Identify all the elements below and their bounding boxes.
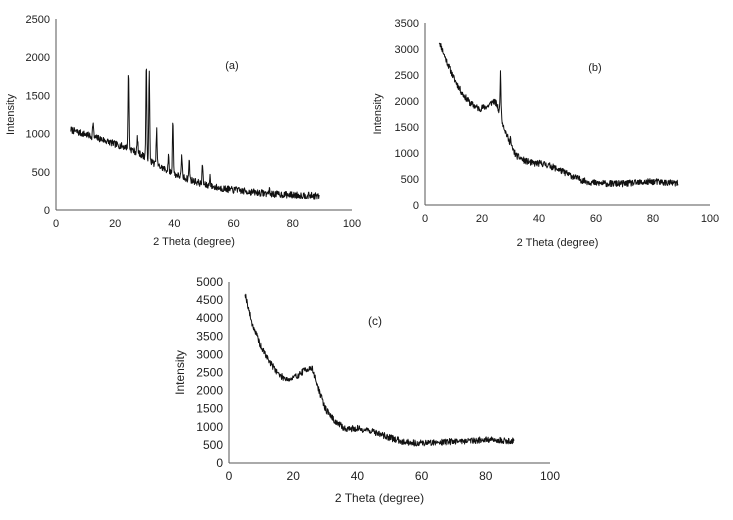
y-axis-label-b: Intensity: [372, 93, 384, 134]
x-tick-label-b: 40: [533, 213, 545, 225]
y-tick-label-c: 2500: [196, 366, 223, 380]
x-tick-label-c: 20: [287, 469, 301, 483]
xrd-series-line-b: [439, 43, 678, 187]
panel-label-c: (c): [368, 314, 382, 328]
x-tick-label-a: 100: [343, 218, 361, 230]
y-tick-label-b: 500: [401, 174, 419, 186]
y-tick-label-a: 0: [44, 205, 50, 217]
x-tick-label-a: 40: [168, 218, 180, 230]
y-tick-label-c: 2000: [196, 384, 223, 398]
x-axis-label-a: 2 Theta (degree): [153, 236, 235, 248]
y-axis-label-a: Intensity: [5, 94, 17, 135]
y-tick-label-b: 3000: [395, 44, 419, 56]
x-tick-label-a: 0: [53, 218, 59, 230]
panel-label-b: (b): [588, 62, 601, 74]
y-tick-label-b: 2000: [395, 96, 419, 108]
y-tick-label-a: 1000: [26, 129, 50, 141]
x-tick-label-a: 60: [227, 218, 239, 230]
y-tick-label-c: 3000: [196, 347, 223, 361]
x-tick-label-c: 100: [540, 469, 560, 483]
x-tick-label-b: 20: [476, 213, 488, 225]
chart-c-svg: 0500100015002000250030003500400045005000…: [170, 265, 570, 515]
y-tick-label-b: 1000: [395, 148, 419, 160]
x-tick-label-b: 0: [422, 213, 428, 225]
y-tick-label-a: 1500: [26, 90, 50, 102]
chart-b-svg: 0 500 1000 1500 2000 2500 3000 3500 0 20 40 60 80 100…: [368, 0, 733, 255]
y-axis-label-c: Intensity: [173, 350, 187, 395]
y-tick-label-c: 4000: [196, 311, 223, 325]
chart-a-svg: 0 500 1000 1500 2000 2500 0 20 40 60 80 100 2 Theta …: [0, 0, 370, 250]
x-tick-label-c: 0: [226, 469, 233, 483]
chart-panel-b: 0 500 1000 1500 2000 2500 3000 3500 0 20 40 60 80 100…: [368, 0, 733, 255]
y-tick-label-a: 500: [32, 167, 50, 179]
panel-label-a: (a): [225, 60, 238, 72]
y-tick-label-c: 1500: [196, 402, 223, 416]
x-tick-label-c: 40: [351, 469, 365, 483]
y-tick-label-a: 2500: [26, 14, 50, 26]
x-tick-label-b: 60: [590, 213, 602, 225]
xrd-series-line-a: [71, 69, 319, 199]
x-tick-label-c: 80: [479, 469, 493, 483]
y-tick-label-c: 5000: [196, 275, 223, 289]
x-axis-label-c: 2 Theta (degree): [335, 491, 424, 505]
y-tick-label-b: 3500: [395, 18, 419, 30]
y-tick-label-a: 2000: [26, 52, 50, 64]
y-tick-label-c: 4500: [196, 293, 223, 307]
y-tick-label-c: 3500: [196, 329, 223, 343]
x-tick-label-a: 20: [109, 218, 121, 230]
y-tick-label-c: 500: [203, 438, 223, 452]
x-tick-label-c: 60: [415, 469, 429, 483]
x-tick-label-b: 100: [701, 213, 719, 225]
y-tick-label-c: 1000: [196, 420, 223, 434]
y-tick-label-b: 0: [413, 200, 419, 212]
chart-panel-a: 0 500 1000 1500 2000 2500 0 20 40 60 80 100 2 Theta …: [0, 0, 370, 250]
x-tick-label-a: 80: [287, 218, 299, 230]
y-tick-label-b: 1500: [395, 122, 419, 134]
y-tick-label-c: 0: [216, 456, 223, 470]
x-tick-label-b: 80: [647, 213, 659, 225]
x-axis-label-b: 2 Theta (degree): [517, 237, 599, 249]
y-tick-label-b: 2500: [395, 70, 419, 82]
